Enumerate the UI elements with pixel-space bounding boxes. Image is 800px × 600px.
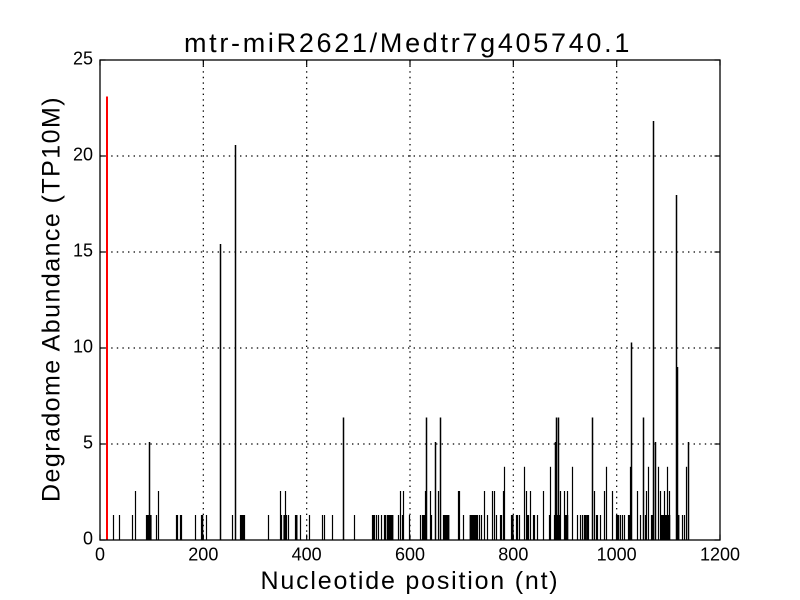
svg-text:25: 25	[73, 49, 93, 69]
svg-text:0: 0	[83, 529, 93, 549]
svg-text:200: 200	[188, 545, 218, 565]
svg-text:600: 600	[395, 545, 425, 565]
svg-text:mtr-miR2621/Medtr7g405740.1: mtr-miR2621/Medtr7g405740.1	[184, 28, 632, 58]
svg-text:1000: 1000	[597, 545, 637, 565]
svg-text:15: 15	[73, 241, 93, 261]
svg-text:0: 0	[95, 545, 105, 565]
svg-text:20: 20	[73, 145, 93, 165]
svg-text:10: 10	[73, 337, 93, 357]
svg-text:Nucleotide position (nt): Nucleotide position (nt)	[261, 567, 560, 595]
svg-text:Degradome Abundance (TP10M): Degradome Abundance (TP10M)	[38, 96, 66, 502]
svg-text:5: 5	[83, 433, 93, 453]
svg-text:400: 400	[292, 545, 322, 565]
svg-text:1200: 1200	[700, 545, 740, 565]
svg-text:800: 800	[498, 545, 528, 565]
